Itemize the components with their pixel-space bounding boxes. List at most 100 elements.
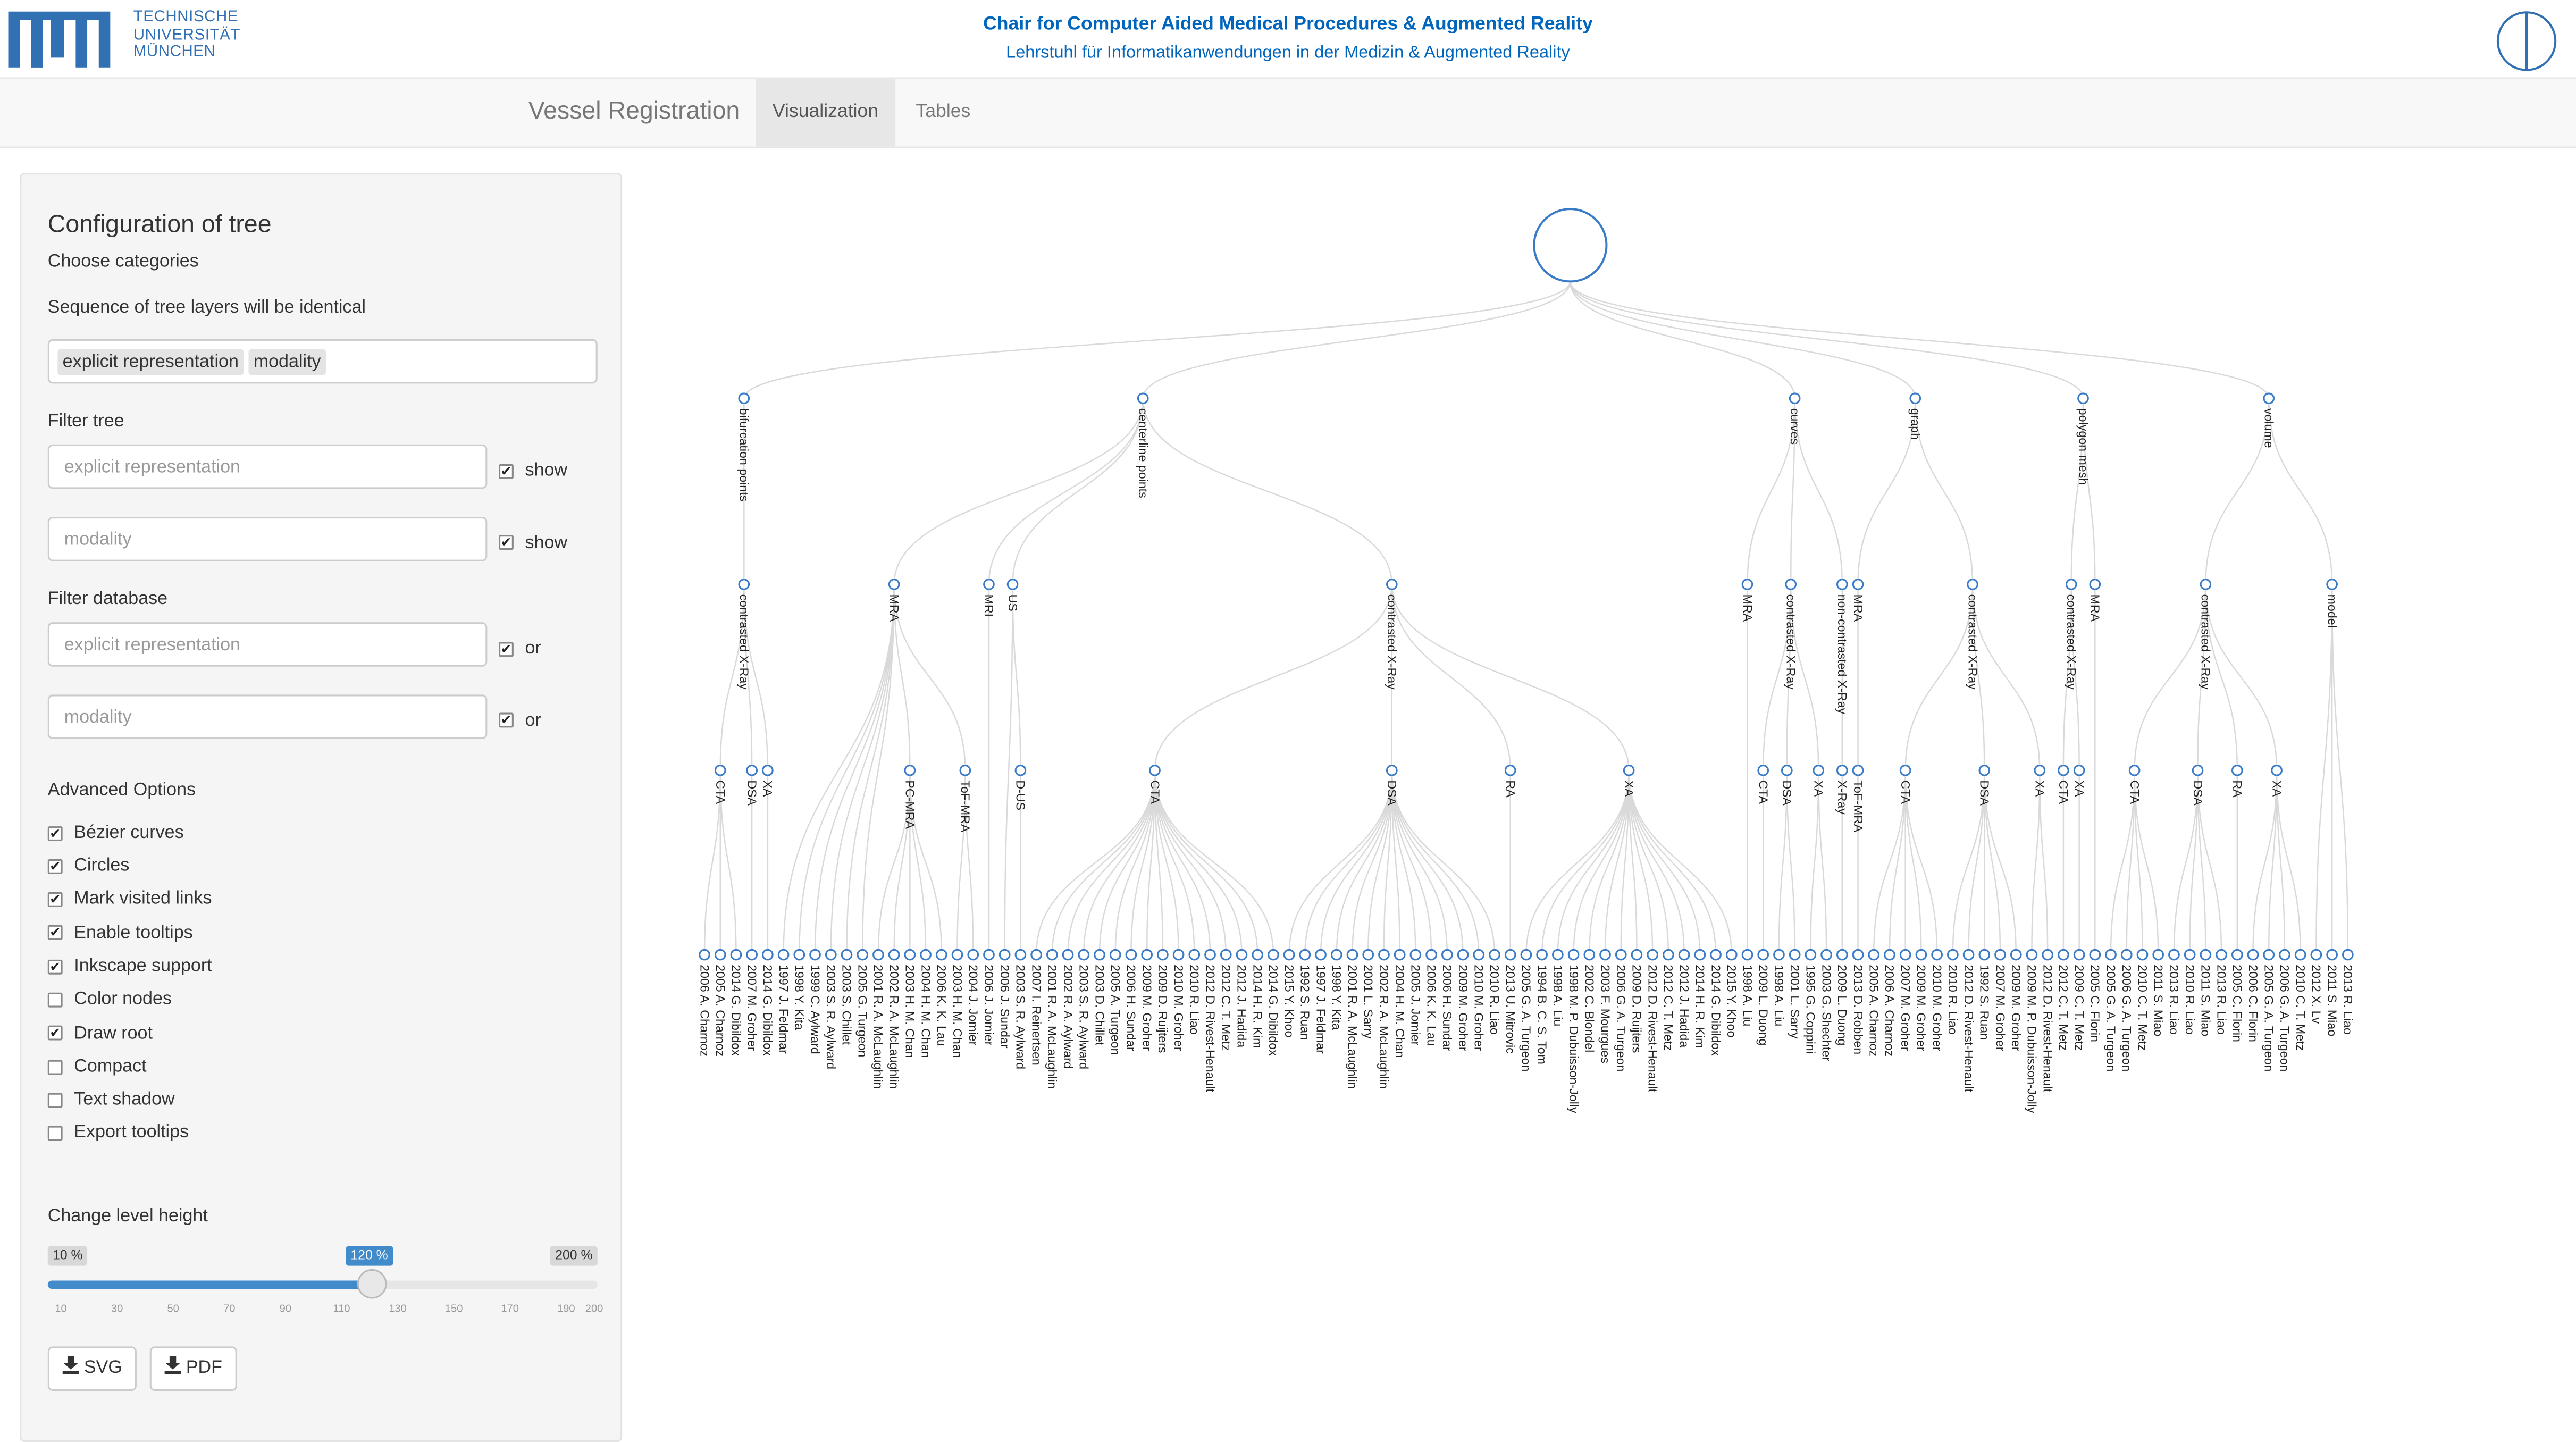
tree-leaf-node[interactable] — [777, 949, 790, 961]
tree-submodality-node[interactable] — [1836, 764, 1848, 776]
tree-leaf-node[interactable] — [1820, 949, 1832, 961]
tree-leaf-node[interactable] — [2310, 949, 2322, 961]
tree-leaf-node[interactable] — [1962, 949, 1975, 961]
tree-leaf-node[interactable] — [1473, 949, 1485, 961]
tree-leaf-node[interactable] — [1030, 949, 1042, 961]
filter-tree-modality-show-checkbox[interactable] — [499, 535, 514, 550]
tree-submodality-node[interactable] — [2271, 764, 2283, 776]
tree-leaf-node[interactable] — [983, 949, 995, 961]
tree-leaf-node[interactable] — [1457, 949, 1469, 961]
tree-leaf-node[interactable] — [888, 949, 900, 961]
tree-leaf-node[interactable] — [1536, 949, 1548, 961]
tree-leaf-node[interactable] — [793, 949, 805, 961]
tree-leaf-node[interactable] — [825, 949, 837, 961]
tree-leaf-node[interactable] — [714, 949, 726, 961]
tree-leaf-node[interactable] — [1409, 949, 1422, 961]
tree-group-node[interactable] — [1909, 392, 1921, 405]
tree-leaf-node[interactable] — [1647, 949, 1659, 961]
tree-leaf-node[interactable] — [951, 949, 963, 961]
tree-leaf-node[interactable] — [1172, 949, 1185, 961]
tree-leaf-node[interactable] — [1141, 949, 1153, 961]
tree-submodality-node[interactable] — [904, 764, 916, 776]
tree-leaf-node[interactable] — [1330, 949, 1342, 961]
tree-leaf-node[interactable] — [1220, 949, 1232, 961]
tree-leaf-node[interactable] — [1773, 949, 1785, 961]
tree-group-node[interactable] — [2263, 392, 2275, 405]
tree-submodality-node[interactable] — [2231, 764, 2243, 776]
tree-leaf-node[interactable] — [2263, 949, 2275, 961]
tree-leaf-node[interactable] — [2058, 949, 2069, 961]
tree-leaf-node[interactable] — [1489, 949, 1500, 961]
filter-db-modality-input[interactable] — [47, 694, 488, 740]
tree-leaf-node[interactable] — [2342, 949, 2354, 961]
tree-submodality-node[interactable] — [959, 764, 971, 776]
filter-tree-modality-input[interactable] — [47, 517, 488, 561]
slider-handle[interactable] — [357, 1269, 387, 1299]
tree-leaf-node[interactable] — [1094, 949, 1105, 961]
tree-leaf-node[interactable] — [2010, 949, 2022, 961]
tree-modality-node[interactable] — [1006, 579, 1019, 590]
tree-leaf-node[interactable] — [730, 949, 742, 961]
tree-leaf-node[interactable] — [2089, 949, 2101, 961]
tree-group-node[interactable] — [2077, 392, 2089, 405]
tree-leaf-node[interactable] — [1915, 949, 1927, 961]
tree-leaf-node[interactable] — [2042, 949, 2054, 961]
tree-leaf-node[interactable] — [1268, 949, 1279, 961]
tree-modality-node[interactable] — [738, 579, 750, 590]
tree-leaf-node[interactable] — [2152, 949, 2164, 961]
option-color-nodes-checkbox[interactable] — [47, 992, 63, 1008]
tree-submodality-node[interactable] — [1504, 764, 1516, 776]
category-tag-modality[interactable]: modality — [248, 349, 326, 375]
tree-modality-node[interactable] — [2065, 579, 2077, 590]
tree-leaf-node[interactable] — [2326, 949, 2338, 961]
tree-leaf-node[interactable] — [1157, 949, 1169, 961]
tree-leaf-node[interactable] — [1125, 949, 1137, 961]
tree-leaf-node[interactable] — [1884, 949, 1895, 961]
tree-leaf-node[interactable] — [1425, 949, 1437, 961]
tree-leaf-node[interactable] — [1994, 949, 2006, 961]
tree-leaf-node[interactable] — [2168, 949, 2180, 961]
tree-leaf-node[interactable] — [1868, 949, 1880, 961]
tab-visualization[interactable]: Visualization — [755, 79, 896, 147]
tree-leaf-node[interactable] — [1504, 949, 1516, 961]
tree-leaf-node[interactable] — [1252, 949, 1264, 961]
tree-leaf-node[interactable] — [1236, 949, 1248, 961]
tree-leaf-node[interactable] — [1394, 949, 1406, 961]
tree-leaf-node[interactable] — [1931, 949, 1943, 961]
filter-tree-explicit-show-checkbox[interactable] — [499, 464, 514, 479]
tree-submodality-node[interactable] — [1386, 764, 1398, 776]
tree-leaf-node[interactable] — [746, 949, 758, 961]
tree-leaf-node[interactable] — [1299, 949, 1311, 961]
tree-leaf-node[interactable] — [1694, 949, 1706, 961]
tree-modality-node[interactable] — [1386, 579, 1398, 590]
tree-leaf-node[interactable] — [1378, 949, 1390, 961]
option-export-tooltips-checkbox[interactable] — [47, 1126, 63, 1141]
tree-modality-node[interactable] — [1836, 579, 1848, 590]
option-mark-visited-links-checkbox[interactable] — [47, 892, 63, 907]
tree-leaf-node[interactable] — [1789, 949, 1801, 961]
tree-leaf-node[interactable] — [1552, 949, 1564, 961]
tree-leaf-node[interactable] — [1046, 949, 1058, 961]
tree-leaf-node[interactable] — [2294, 949, 2306, 961]
tree-submodality-node[interactable] — [2034, 764, 2046, 776]
option-bezier-curves-checkbox[interactable] — [47, 826, 63, 841]
tree-submodality-node[interactable] — [1852, 764, 1864, 776]
tree-leaf-node[interactable] — [1520, 949, 1532, 961]
tree-submodality-node[interactable] — [2058, 764, 2069, 776]
tree-leaf-node[interactable] — [1204, 949, 1216, 961]
tree-leaf-node[interactable] — [1441, 949, 1453, 961]
tree-leaf-node[interactable] — [1757, 949, 1769, 961]
tree-submodality-node[interactable] — [1813, 764, 1825, 776]
navbar-brand[interactable]: Vessel Registration — [528, 97, 740, 125]
tree-leaf-node[interactable] — [920, 949, 932, 961]
export-svg-button[interactable]: SVG — [47, 1346, 137, 1391]
tree-leaf-node[interactable] — [1978, 949, 1991, 961]
tree-submodality-node[interactable] — [2192, 764, 2204, 776]
tree-leaf-node[interactable] — [1947, 949, 1959, 961]
tree-leaf-node[interactable] — [998, 949, 1011, 961]
option-draw-root-checkbox[interactable] — [47, 1025, 63, 1041]
tree-group-node[interactable] — [738, 392, 750, 405]
tree-leaf-node[interactable] — [1805, 949, 1817, 961]
category-tag-explicit-representation[interactable]: explicit representation — [57, 349, 244, 375]
tum-tower-icon[interactable] — [2495, 8, 2558, 74]
